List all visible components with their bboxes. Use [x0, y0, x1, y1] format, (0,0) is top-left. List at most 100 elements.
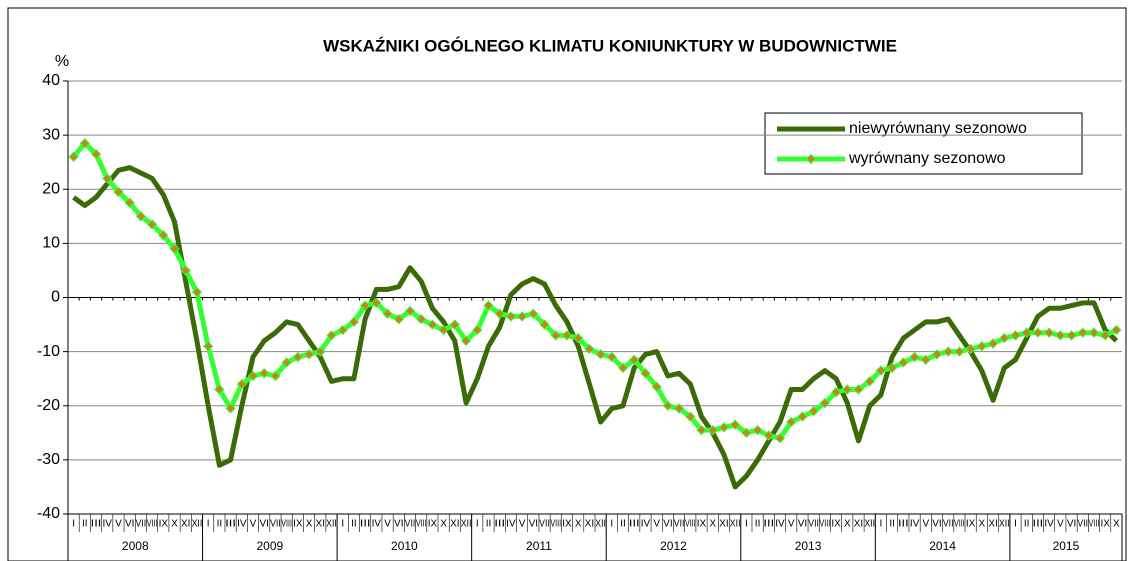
series-marker: [247, 370, 259, 382]
series-marker: [393, 313, 404, 325]
x-tick-label: X: [1113, 519, 1120, 530]
series-marker: [68, 151, 79, 162]
legend-box: [764, 112, 1083, 175]
x-tick-label: IV: [506, 519, 516, 530]
series-marker: [987, 338, 999, 349]
series-marker: [842, 384, 853, 395]
series-marker: [1043, 327, 1055, 338]
series-marker: [79, 138, 91, 149]
x-tick-label: II: [620, 519, 626, 530]
series-marker: [259, 368, 270, 379]
series-marker: [1066, 330, 1077, 341]
x-tick-label: III: [225, 519, 236, 530]
x-tick-label: X: [306, 519, 313, 530]
y-tick-label: 40: [42, 72, 60, 89]
y-tick-label: -30: [37, 451, 60, 468]
series-marker: [494, 308, 505, 319]
x-tick-label: I: [880, 519, 883, 530]
series-marker: [315, 346, 326, 357]
series-marker: [225, 403, 236, 414]
series-marker: [169, 243, 180, 254]
series-marker: [146, 219, 158, 230]
x-tick-label: VI: [663, 519, 672, 530]
series-marker: [786, 416, 797, 428]
x-tick-label: III: [1033, 519, 1044, 530]
series-marker: [359, 300, 371, 311]
series-marker: [371, 297, 382, 309]
x-tick-label: VII: [808, 519, 819, 530]
year-label: 2013: [795, 539, 822, 553]
series-marker: [595, 349, 606, 360]
series-marker: [853, 384, 864, 395]
legend-marker: [805, 153, 817, 165]
x-tick-label: I: [745, 519, 748, 530]
series-marker: [415, 313, 427, 325]
chart-frame: [7, 7, 1127, 561]
year-label: 2015: [1053, 539, 1080, 553]
x-tick-label: III: [629, 519, 640, 530]
series-marker: [830, 387, 842, 398]
x-tick-label: XII: [192, 519, 203, 530]
x-tick-label: IX: [697, 519, 707, 530]
x-tick-label: I: [476, 519, 479, 530]
year-label: 2010: [391, 539, 418, 553]
series-marker: [483, 300, 494, 311]
x-tick-label: VII: [1077, 519, 1088, 530]
series-marker: [135, 211, 147, 222]
x-tick-label: II: [217, 519, 223, 530]
x-tick-label: V: [1057, 519, 1064, 530]
x-tick-label: VIII: [685, 519, 696, 530]
series-line: [71, 140, 1118, 441]
series-marker: [124, 197, 135, 208]
x-tick-label: VIII: [820, 519, 831, 530]
x-tick-label: V: [519, 519, 526, 530]
x-tick-label: V: [922, 519, 929, 530]
x-tick-label: XII: [461, 519, 472, 530]
x-tick-label: II: [82, 519, 88, 530]
series-marker: [460, 335, 472, 347]
x-tick-label: XI: [585, 519, 594, 530]
series-marker: [236, 378, 248, 390]
x-tick-label: IV: [372, 519, 382, 530]
series-marker: [640, 368, 651, 379]
series-marker: [718, 422, 730, 433]
series-marker: [472, 324, 483, 336]
x-tick-label: XI: [988, 519, 997, 530]
series-marker: [774, 433, 786, 444]
series-marker: [516, 311, 528, 322]
series-marker: [102, 173, 113, 184]
series-marker: [606, 351, 618, 363]
series-marker: [617, 362, 629, 374]
series-marker: [662, 400, 674, 411]
series-marker: [1099, 330, 1111, 341]
series-marker: [808, 405, 819, 417]
y-tick-label: 0: [51, 289, 60, 306]
series-marker: [875, 365, 887, 376]
x-tick-label: VIII: [550, 519, 561, 530]
x-tick-label: III: [763, 519, 774, 530]
series-marker: [90, 148, 102, 160]
x-tick-label: VI: [125, 519, 134, 530]
x-tick-label: VI: [798, 519, 807, 530]
x-tick-label: VII: [943, 519, 954, 530]
x-tick-label: X: [979, 519, 986, 530]
x-tick-label: IV: [775, 519, 785, 530]
x-tick-label: VII: [674, 519, 685, 530]
series-marker: [696, 424, 707, 436]
series-marker: [214, 384, 225, 395]
series-marker: [281, 357, 292, 368]
series-marker: [651, 381, 662, 393]
x-tick-label: II: [1024, 519, 1030, 530]
series-marker: [685, 411, 696, 422]
series-marker: [505, 311, 517, 322]
x-tick-label: VIII: [1089, 519, 1100, 530]
x-tick-label: XII: [326, 519, 337, 530]
y-tick-label: 20: [42, 180, 60, 197]
x-tick-label: III: [898, 519, 909, 530]
year-label: 2014: [929, 539, 956, 553]
year-label: 2009: [256, 539, 283, 553]
x-tick-label: VII: [539, 519, 550, 530]
x-tick-label: VI: [394, 519, 403, 530]
x-tick-label: II: [486, 519, 492, 530]
year-label: 2008: [122, 539, 149, 553]
